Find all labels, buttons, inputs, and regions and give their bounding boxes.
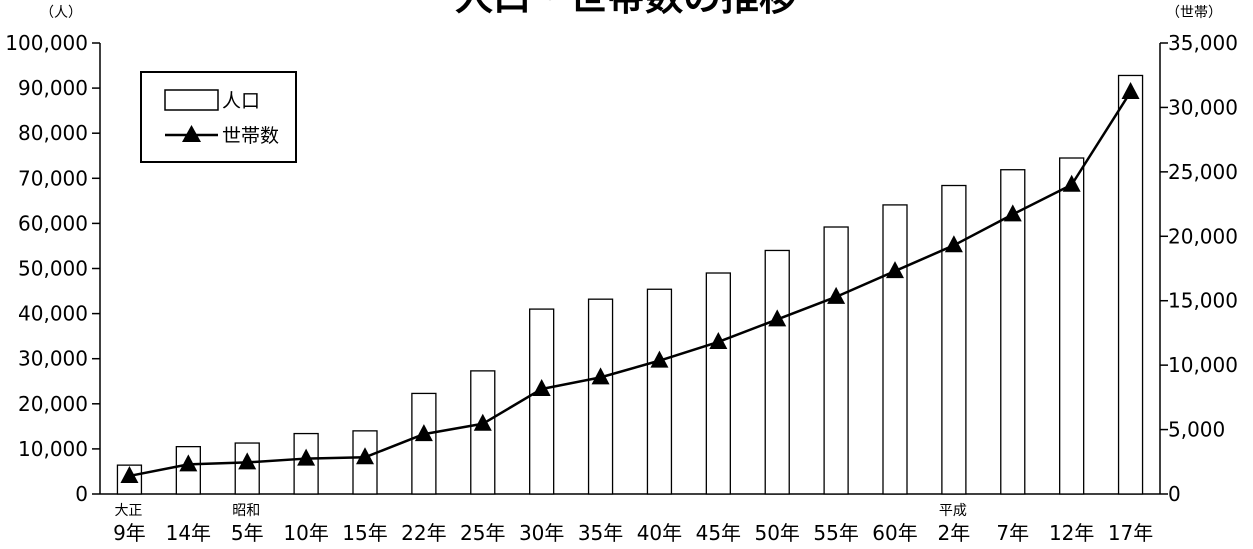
- x-axis-category-label: 17年: [1108, 521, 1153, 545]
- left-axis-unit-label: （人）: [40, 5, 82, 21]
- bars-layer: [116, 74, 1144, 495]
- axes-layer: [92, 42, 1168, 495]
- bar-population: [646, 288, 673, 495]
- marker-households: [238, 452, 257, 470]
- line-households: [129, 91, 1132, 478]
- bar-population: [1000, 169, 1026, 495]
- bar-population: [470, 370, 496, 495]
- x-axis-category-label: 14年: [166, 521, 211, 545]
- x-axis-category-label: 55年: [813, 521, 858, 545]
- left-axis-tick-label: 100,000: [5, 31, 88, 55]
- bar-population: [529, 308, 555, 495]
- x-axis-category-label: 12年: [1049, 521, 1094, 545]
- bar-population: [882, 204, 908, 495]
- marker-households: [1062, 174, 1081, 192]
- left-axis-tick-label: 90,000: [18, 76, 88, 100]
- marker-households: [532, 378, 551, 396]
- marker-households: [120, 465, 139, 483]
- x-axis-category-label: 15年: [342, 521, 387, 545]
- x-axis-category-label: 9年: [113, 521, 146, 545]
- x-axis-category-label: 50年: [754, 521, 799, 545]
- marker-households: [944, 235, 963, 253]
- right-axis-tick-label: 35,000: [1168, 31, 1238, 55]
- marker-households: [827, 286, 846, 304]
- bar-population: [764, 249, 790, 495]
- x-axis-category-label: 2年: [938, 521, 971, 545]
- right-axis-unit-label: （世帯）: [1166, 5, 1222, 21]
- marker-households: [886, 261, 904, 279]
- x-axis-era-label: 昭和: [232, 503, 260, 519]
- legend-label-households: 世帯数: [222, 125, 279, 147]
- title-layer: 人口・世帯数の推移: [455, 0, 797, 19]
- x-axis-category-label: 5年: [231, 521, 264, 545]
- marker-households: [709, 331, 728, 349]
- left-axis-tick-label: 50,000: [18, 257, 88, 281]
- left-axis-tick-label: 60,000: [18, 211, 88, 235]
- marker-households: [1003, 204, 1022, 222]
- right-axis-tick-label: 0: [1168, 482, 1181, 506]
- x-axis-category-label: 10年: [283, 521, 328, 545]
- bar-population: [1059, 157, 1085, 495]
- right-axis-tick-label: 25,000: [1168, 160, 1238, 184]
- left-axis-tick-label: 30,000: [18, 347, 88, 371]
- right-axis-tick-label: 5,000: [1168, 418, 1225, 442]
- marker-households: [1121, 81, 1140, 99]
- legend-bar-swatch: [164, 89, 219, 111]
- marker-households: [650, 350, 669, 368]
- marker-households: [768, 309, 787, 327]
- x-axis-category-label: 25年: [460, 521, 505, 545]
- legend-triangle-marker: [182, 125, 201, 142]
- bar-population: [941, 184, 967, 495]
- x-axis-category-label: 45年: [696, 521, 741, 545]
- marker-households: [473, 413, 492, 431]
- left-axis-tick-label: 10,000: [18, 437, 88, 461]
- left-axis-tick-label: 80,000: [18, 121, 88, 145]
- right-axis-tick-label: 15,000: [1168, 289, 1238, 313]
- marker-households: [591, 367, 610, 385]
- marker-households: [414, 424, 433, 442]
- right-axis-tick-label: 20,000: [1168, 224, 1238, 248]
- line-layer: [120, 81, 1140, 483]
- x-axis-category-label: 7年: [996, 521, 1029, 545]
- right-axis-tick-label: 10,000: [1168, 353, 1238, 377]
- bar-population: [587, 298, 614, 495]
- marker-households: [297, 448, 316, 466]
- left-axis-tick-label: 40,000: [18, 302, 88, 326]
- bar-population: [823, 226, 849, 495]
- right-axis-tick-label: 30,000: [1168, 95, 1238, 119]
- x-axis-category-label: 30年: [519, 521, 564, 545]
- bar-population: [411, 392, 437, 495]
- bar-population: [1117, 74, 1144, 495]
- x-axis-era-label: 平成: [939, 503, 967, 519]
- x-axis-category-label: 35年: [578, 521, 623, 545]
- x-axis-category-label: 22年: [401, 521, 446, 545]
- left-axis-tick-label: 0: [75, 482, 88, 506]
- x-axis-category-label: 40年: [637, 521, 682, 545]
- legend-label-population: 人口: [222, 90, 260, 112]
- labels-layer: 0 10,000 20,000 30,000 40,000 50,000 60,000 70,…: [5, 5, 1238, 545]
- marker-households: [356, 447, 374, 465]
- x-axis-category-label: 60年: [872, 521, 917, 545]
- chart-title: 人口・世帯数の推移: [455, 0, 797, 19]
- left-axis-tick-label: 20,000: [18, 392, 88, 416]
- legend-box: [140, 71, 297, 163]
- x-axis-era-label: 大正: [114, 503, 142, 519]
- bar-population: [705, 272, 731, 495]
- left-axis-tick-label: 70,000: [18, 166, 88, 190]
- marker-households: [179, 454, 198, 472]
- legend: 人口 世帯数: [140, 71, 297, 163]
